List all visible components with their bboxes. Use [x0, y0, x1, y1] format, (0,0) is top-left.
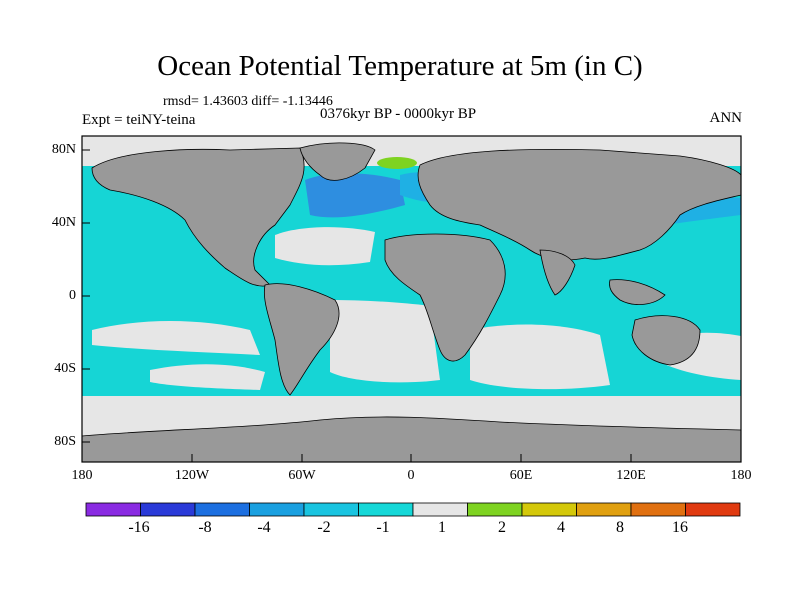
map-title: Ocean Potential Temperature at 5m (in C)	[157, 50, 643, 82]
colorbar-swatch-8	[521, 502, 577, 517]
lon-label-180e: 180	[730, 468, 752, 483]
land-india	[539, 249, 576, 296]
colorbar-swatch-0	[85, 502, 141, 517]
colorbar-swatch-7	[467, 502, 523, 517]
colorbar-label-6: 2	[498, 519, 506, 536]
rmsd-diff-stats: rmsd= 1.43603 diff= -1.13446	[163, 94, 333, 109]
colorbar-label-7: 4	[557, 519, 565, 536]
colorbar-label-8: 8	[616, 519, 624, 536]
land-south-america	[263, 283, 340, 396]
lon-label-120w: 120W	[174, 468, 210, 483]
north-atlantic-strong-cooling	[305, 173, 405, 218]
land-australia	[631, 315, 701, 366]
south-pacific-near-zero	[92, 321, 260, 355]
land-north-america	[91, 147, 305, 287]
colorbar-swatch-1	[140, 502, 196, 517]
indian-ocean-near-zero	[470, 324, 610, 390]
north-atlantic-near-zero	[275, 227, 375, 266]
colorbar-swatch-6	[412, 502, 468, 517]
colorbar-label-9: 16	[672, 519, 688, 536]
lon-label-180w: 180	[71, 468, 93, 483]
land	[81, 142, 742, 463]
lat-label-0: 0	[69, 288, 76, 303]
lat-label-80n: 80N	[51, 142, 76, 157]
colorbar-swatch-10	[630, 502, 686, 517]
land-antarctica	[81, 416, 742, 463]
warming-patch-greenland-sea	[377, 157, 417, 169]
lon-label-60w: 60W	[288, 468, 316, 483]
land-southeast-asia	[609, 279, 666, 305]
land-greenland	[299, 142, 376, 181]
south-atlantic-near-zero	[330, 300, 440, 383]
lon-label-0: 0	[407, 468, 415, 483]
colorbar-swatch-11	[685, 502, 741, 517]
colorbar	[85, 502, 741, 517]
lon-label-120e: 120E	[616, 468, 646, 483]
colorbar-label-2: -4	[257, 519, 271, 536]
colorbar-label-0: -16	[128, 519, 150, 536]
map-ticks	[81, 149, 742, 462]
lat-label-40s: 40S	[54, 361, 76, 376]
colorbar-label-1: -8	[198, 519, 212, 536]
land-eurasia	[417, 148, 742, 261]
colorbar-swatch-5	[358, 502, 414, 517]
colorbar-label-3: -2	[317, 519, 331, 536]
lon-label-60e: 60E	[509, 468, 533, 483]
experiment-label: Expt = teiNY-teina	[82, 112, 196, 128]
lat-label-80s: 80S	[54, 434, 76, 449]
period-label: 0376kyr BP - 0000kyr BP	[320, 106, 477, 122]
season-label: ANN	[709, 110, 743, 126]
colorbar-swatch-9	[576, 502, 632, 517]
colorbar-swatch-2	[194, 502, 250, 517]
colorbar-swatch-3	[249, 502, 305, 517]
colorbar-swatch-4	[303, 502, 359, 517]
colorbar-label-5: 1	[438, 519, 446, 536]
land-africa	[384, 233, 506, 362]
lat-label-40n: 40N	[51, 215, 76, 230]
colorbar-label-4: -1	[376, 519, 390, 536]
south-pacific-near-zero-2	[150, 364, 265, 390]
